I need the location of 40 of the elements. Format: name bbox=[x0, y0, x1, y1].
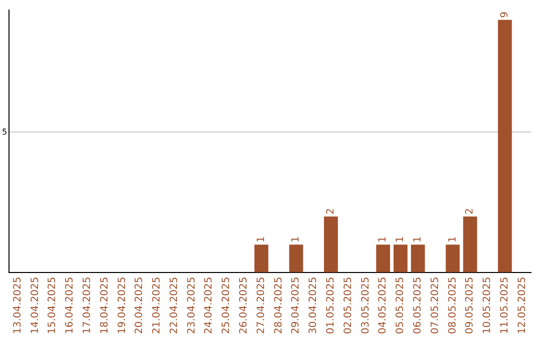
x-tick-label: 12.05.2025 bbox=[516, 276, 528, 334]
data-label: 1 bbox=[290, 236, 302, 243]
x-tick-label: 07.05.2025 bbox=[430, 276, 441, 334]
x-tick-label: 26.04.2025 bbox=[238, 276, 250, 334]
x-tick-label: 28.04.2025 bbox=[273, 276, 284, 334]
x-tick-label: 20.04.2025 bbox=[134, 276, 146, 334]
x-tick-label: 18.04.2025 bbox=[99, 276, 110, 334]
x-tick-label: 14.04.2025 bbox=[30, 276, 41, 334]
y-tick-label: 5 bbox=[2, 127, 8, 136]
x-tick-label: 19.04.2025 bbox=[116, 276, 128, 334]
x-tick-label: 29.04.2025 bbox=[290, 276, 302, 334]
x-tick-label: 21.04.2025 bbox=[152, 276, 163, 334]
x-tick-label: 09.05.2025 bbox=[464, 276, 476, 334]
x-tick-label: 06.05.2025 bbox=[412, 276, 424, 334]
x-tick-label: 10.05.2025 bbox=[482, 276, 494, 334]
data-label: 1 bbox=[256, 236, 267, 243]
x-tick-label: 25.04.2025 bbox=[221, 276, 232, 334]
x-tick-label: 03.05.2025 bbox=[360, 276, 372, 334]
data-label: 9 bbox=[500, 11, 510, 18]
x-tick-label: 01.05.2025 bbox=[326, 276, 337, 334]
x-tick-label: 13.04.2025 bbox=[12, 276, 24, 334]
data-label: 1 bbox=[447, 236, 458, 243]
data-label: 1 bbox=[395, 236, 406, 243]
data-label: 1 bbox=[378, 236, 389, 243]
x-tick-label: 04.05.2025 bbox=[378, 276, 389, 334]
x-tick-label: 15.04.2025 bbox=[47, 276, 58, 334]
data-label: 1 bbox=[412, 236, 424, 243]
x-tick-label: 16.04.2025 bbox=[64, 276, 76, 334]
data-label: 2 bbox=[326, 208, 337, 215]
x-tick-label: 11.05.2025 bbox=[500, 276, 510, 334]
x-tick-label: 22.04.2025 bbox=[168, 276, 180, 334]
x-tick-label: 17.04.2025 bbox=[82, 276, 93, 334]
x-tick-label: 05.05.2025 bbox=[395, 276, 406, 334]
data-label: 2 bbox=[464, 208, 476, 215]
x-tick-label: 08.05.2025 bbox=[447, 276, 458, 334]
x-tick-label: 27.04.2025 bbox=[256, 276, 267, 334]
x-tick-label: 30.04.2025 bbox=[308, 276, 320, 334]
x-tick-label: 24.04.2025 bbox=[204, 276, 215, 334]
x-tick-label: 02.05.2025 bbox=[342, 276, 354, 334]
x-tick-label: 23.04.2025 bbox=[186, 276, 198, 334]
